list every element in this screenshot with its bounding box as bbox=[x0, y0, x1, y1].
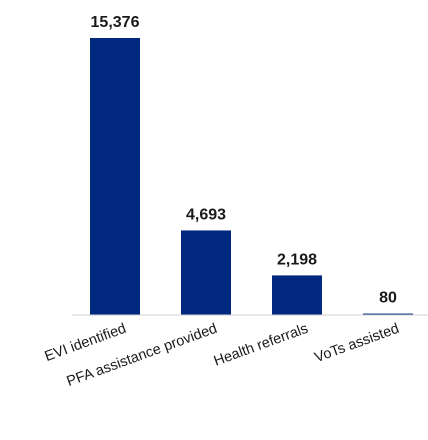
bar-3 bbox=[363, 313, 413, 315]
value-label-3: 80 bbox=[379, 290, 397, 307]
value-label-2: 2,198 bbox=[277, 251, 317, 268]
bar-0 bbox=[90, 38, 140, 315]
value-label-1: 4,693 bbox=[186, 206, 226, 223]
category-label-1: PFA assistance provided bbox=[65, 321, 220, 390]
bar-1 bbox=[181, 230, 231, 315]
value-labels-group: 15,376 4,693 2,198 80 bbox=[91, 14, 397, 307]
category-label-3: VoTs assisted bbox=[313, 321, 402, 366]
category-label-2: Health referrals bbox=[212, 321, 311, 370]
value-label-0: 15,376 bbox=[91, 14, 140, 31]
bars-group bbox=[90, 38, 413, 315]
bar-2 bbox=[272, 275, 322, 315]
